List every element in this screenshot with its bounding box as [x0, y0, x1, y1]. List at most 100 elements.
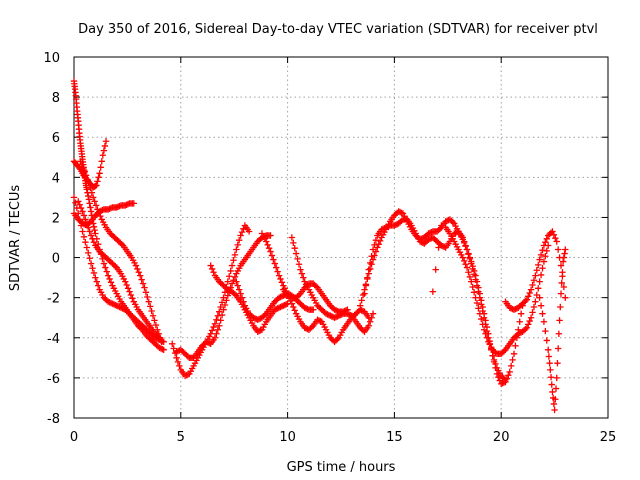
data-point [93, 278, 100, 285]
data-point [235, 286, 243, 293]
series-arc-16 [442, 224, 552, 358]
data-point [82, 216, 89, 223]
data-point [492, 360, 499, 368]
data-point [183, 372, 190, 379]
data-point [552, 385, 560, 392]
data-point [551, 406, 558, 414]
data-point [310, 306, 317, 313]
data-point [369, 310, 377, 317]
data-point [100, 147, 108, 154]
data-point [561, 250, 568, 257]
data-point [157, 345, 165, 352]
data-point [379, 225, 387, 233]
series-arc-7 [169, 222, 253, 380]
data-point [304, 305, 311, 313]
data-point [113, 302, 120, 309]
data-point [95, 209, 103, 216]
data-point [138, 276, 145, 283]
data-point [85, 249, 92, 257]
data-point [547, 374, 555, 381]
data-point [86, 200, 93, 207]
data-point [226, 273, 233, 280]
data-point [502, 376, 509, 384]
data-point [510, 350, 518, 358]
data-point [559, 269, 566, 276]
data-point [526, 317, 533, 325]
data-point [87, 260, 95, 267]
y-tick-label: 8 [52, 91, 60, 106]
data-point [365, 322, 372, 329]
data-point [275, 304, 283, 311]
data-point [505, 372, 512, 379]
data-point [217, 317, 224, 324]
data-point [529, 309, 536, 316]
data-point [104, 298, 112, 305]
data-point [428, 228, 435, 236]
data-point [515, 330, 522, 337]
data-point [181, 372, 189, 380]
data-point [325, 311, 333, 319]
series-arc-9 [207, 262, 291, 335]
data-point [337, 311, 344, 319]
data-point [176, 347, 183, 354]
data-point [562, 246, 569, 253]
series-arc-17 [502, 228, 569, 313]
data-point [80, 233, 88, 241]
data-point [523, 324, 531, 331]
x-tick-label: 15 [386, 430, 403, 445]
data-point [304, 325, 311, 333]
data-point [154, 333, 162, 340]
data-point [214, 326, 222, 333]
series-arc-11 [280, 286, 372, 345]
data-point [176, 362, 183, 370]
data-point [331, 306, 338, 313]
data-point [203, 338, 210, 345]
data-point [79, 228, 86, 235]
data-point [469, 283, 476, 291]
data-point [218, 311, 226, 319]
data-point [160, 346, 167, 354]
data-point [213, 330, 220, 337]
data-point [312, 283, 320, 290]
data-point [83, 186, 91, 193]
data-point [156, 344, 163, 352]
data-point [263, 238, 270, 245]
data-point [368, 261, 375, 268]
data-point [537, 271, 545, 279]
data-point [238, 294, 246, 301]
data-point [533, 267, 540, 274]
y-tick-label: -8 [47, 412, 60, 427]
data-point [314, 316, 321, 323]
data-point [235, 236, 243, 244]
y-tick-label: 0 [52, 252, 60, 267]
data-point [470, 271, 478, 278]
data-point [429, 288, 437, 295]
data-point [535, 261, 542, 269]
data-point [291, 244, 298, 252]
data-point [207, 262, 214, 269]
data-point [220, 306, 227, 313]
data-point [449, 218, 456, 226]
data-point [297, 266, 304, 273]
data-point [275, 294, 283, 301]
data-point [97, 212, 104, 220]
data-point [425, 236, 432, 243]
data-point [301, 324, 308, 331]
data-point [371, 252, 378, 259]
data-point [554, 345, 562, 352]
data-point [532, 298, 539, 305]
data-point [359, 327, 367, 334]
data-point [295, 291, 303, 299]
data-point [99, 152, 107, 159]
data-point [539, 265, 546, 272]
data-point [549, 388, 556, 396]
data-point [287, 293, 294, 300]
data-point [366, 318, 374, 325]
data-point [512, 305, 519, 313]
data-point [366, 265, 374, 273]
data-point [512, 342, 519, 349]
data-point [91, 198, 98, 205]
data-point [459, 254, 466, 261]
data-point [127, 291, 135, 299]
